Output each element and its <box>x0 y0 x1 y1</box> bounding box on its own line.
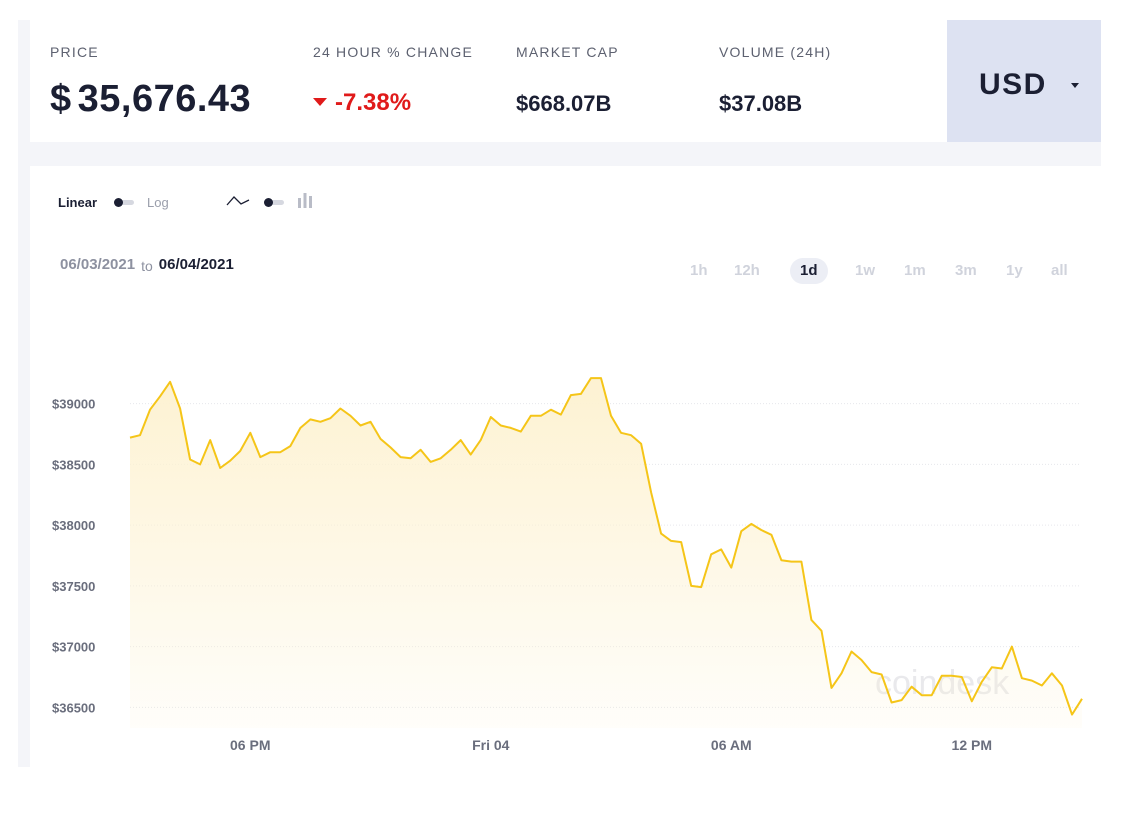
price-line <box>129 377 1083 716</box>
caret-down-icon <box>1071 83 1079 88</box>
date-range: 06/03/2021 to 06/04/2021 <box>60 256 234 274</box>
period-1y[interactable]: 1y <box>1006 262 1023 279</box>
y-tick-label: $37000 <box>52 640 95 655</box>
scale-toggle-track <box>116 200 134 205</box>
price-currency-symbol: $ <box>50 78 72 120</box>
change-label: 24 HOUR % CHANGE <box>313 44 474 60</box>
price-chart: $36500 $37000 $37500 $38000 $38500 $39000 06 P… <box>52 377 1083 753</box>
period-1h[interactable]: 1h <box>690 262 708 279</box>
range-end-date: 06/04/2021 <box>158 256 234 273</box>
period-1m[interactable]: 1m <box>904 262 926 279</box>
range-start-date: 06/03/2021 <box>60 256 136 273</box>
x-tick-label: Fri 04 <box>472 737 510 753</box>
period-all[interactable]: all <box>1051 262 1068 279</box>
change-value: -7.38% <box>313 89 411 117</box>
period-1d[interactable]: 1d <box>790 258 828 284</box>
volume-label: VOLUME (24H) <box>719 44 832 60</box>
price-amount: 35,676.43 <box>77 78 252 120</box>
chart-type-toggle-knob <box>264 198 273 207</box>
market-cap-value: $668.07B <box>516 91 612 116</box>
volume-value: $37.08B <box>719 91 803 116</box>
market-cap-label: MARKET CAP <box>516 44 619 60</box>
price-value: $35,676.43 <box>50 78 251 121</box>
scale-toggle-knob <box>114 198 123 207</box>
scale-toggle[interactable] <box>114 197 134 207</box>
y-tick-label: $38000 <box>52 518 95 533</box>
down-triangle-icon <box>313 97 327 106</box>
y-tick-label: $38500 <box>52 457 95 472</box>
chart-type-toggle[interactable] <box>264 197 284 207</box>
period-1w[interactable]: 1w <box>855 262 876 279</box>
y-tick-label: $39000 <box>52 397 95 412</box>
candlestick-icon[interactable] <box>297 192 313 210</box>
y-tick-label: $36500 <box>52 700 95 715</box>
change-amount: -7.38% <box>335 89 412 116</box>
chart-panel: Linear Log 06/03/2021 to 06/04/2021 1h 12h… <box>30 166 1101 767</box>
price-area <box>130 378 1082 728</box>
period-3m[interactable]: 3m <box>955 262 977 279</box>
price-label: PRICE <box>50 44 99 60</box>
x-tick-label: 06 PM <box>230 737 270 753</box>
period-12h[interactable]: 12h <box>734 262 760 279</box>
currency-selector[interactable]: USD <box>947 20 1101 142</box>
y-tick-label: $37500 <box>52 579 95 594</box>
range-to-label: to <box>141 258 153 274</box>
line-chart-icon[interactable] <box>226 194 250 208</box>
currency-label: USD <box>979 68 1047 101</box>
stats-bar: PRICE $35,676.43 24 HOUR % CHANGE -7.38%… <box>30 20 947 142</box>
scale-log-option[interactable]: Log <box>147 195 169 210</box>
x-tick-label: 06 AM <box>711 737 752 753</box>
scale-linear-option[interactable]: Linear <box>58 195 98 210</box>
chart-type-toggle-track <box>266 200 284 205</box>
x-tick-label: 12 PM <box>952 737 992 753</box>
